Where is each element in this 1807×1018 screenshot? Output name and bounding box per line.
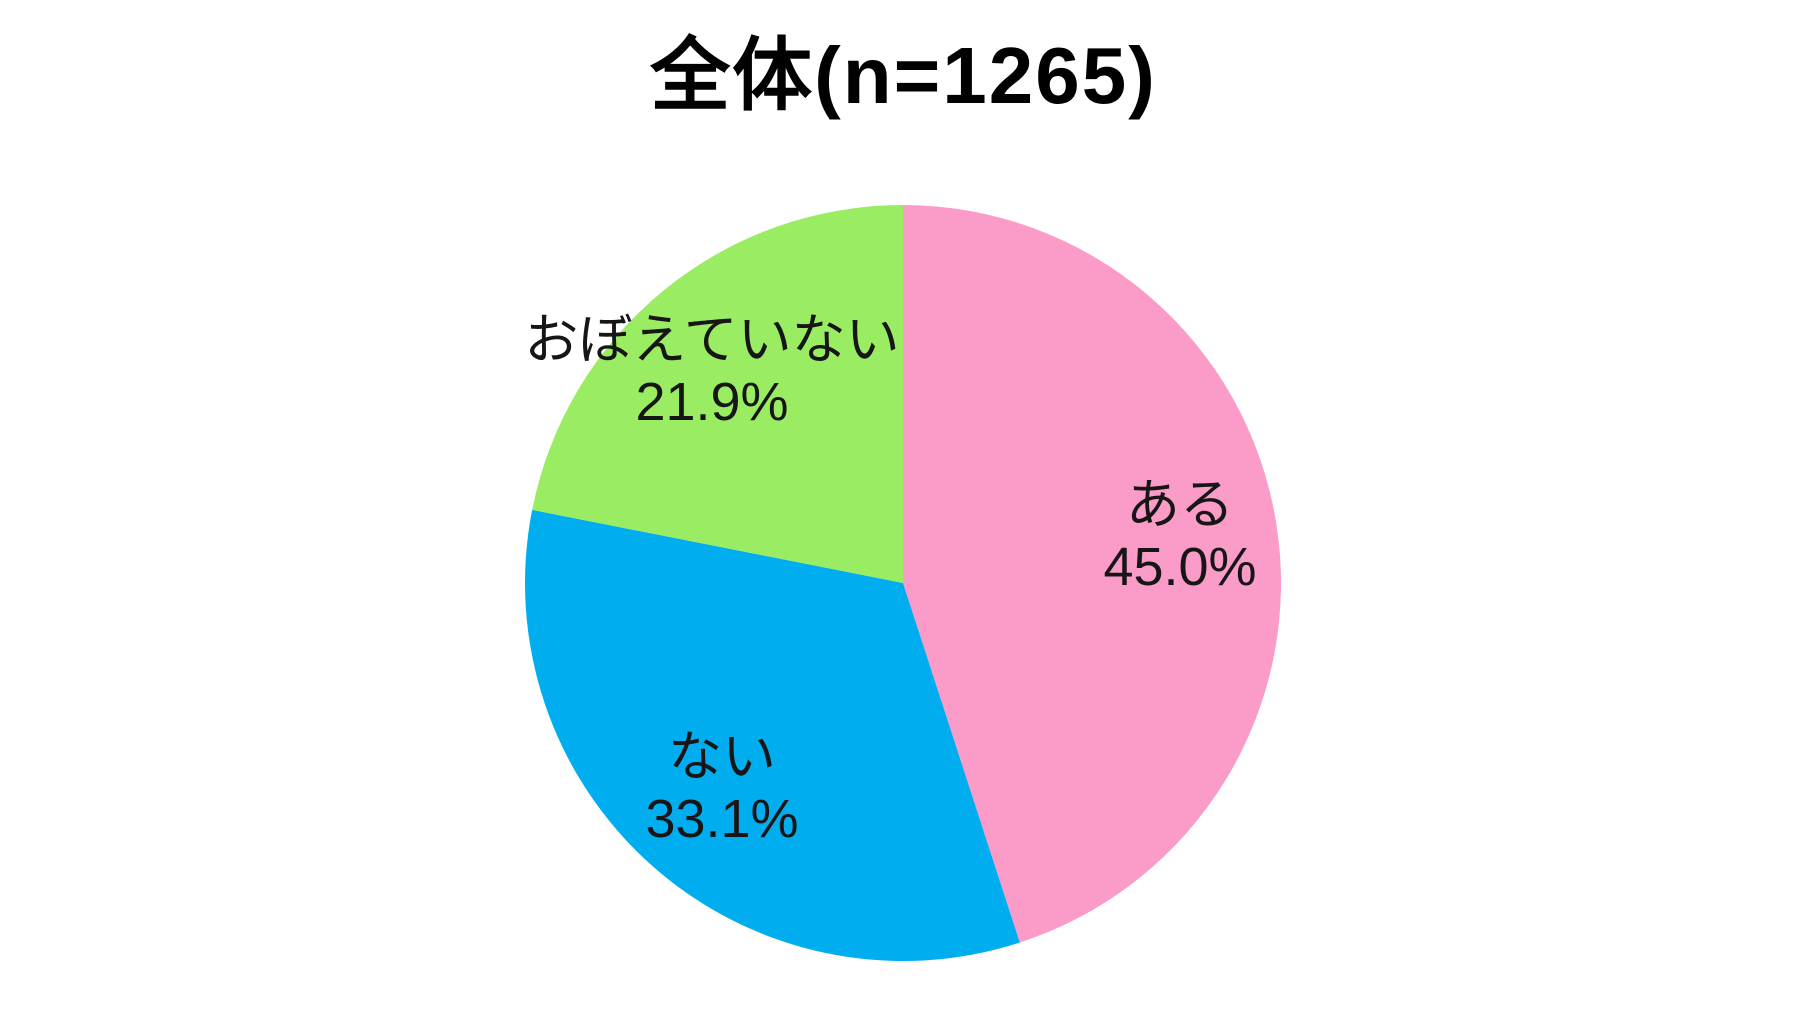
pie-slice bbox=[532, 205, 903, 583]
chart-title: 全体(n=1265) bbox=[650, 31, 1157, 120]
pie-slice bbox=[903, 205, 1281, 943]
pie-chart bbox=[525, 205, 1281, 961]
pie-slice bbox=[525, 509, 1020, 961]
pie-svg bbox=[525, 205, 1281, 961]
